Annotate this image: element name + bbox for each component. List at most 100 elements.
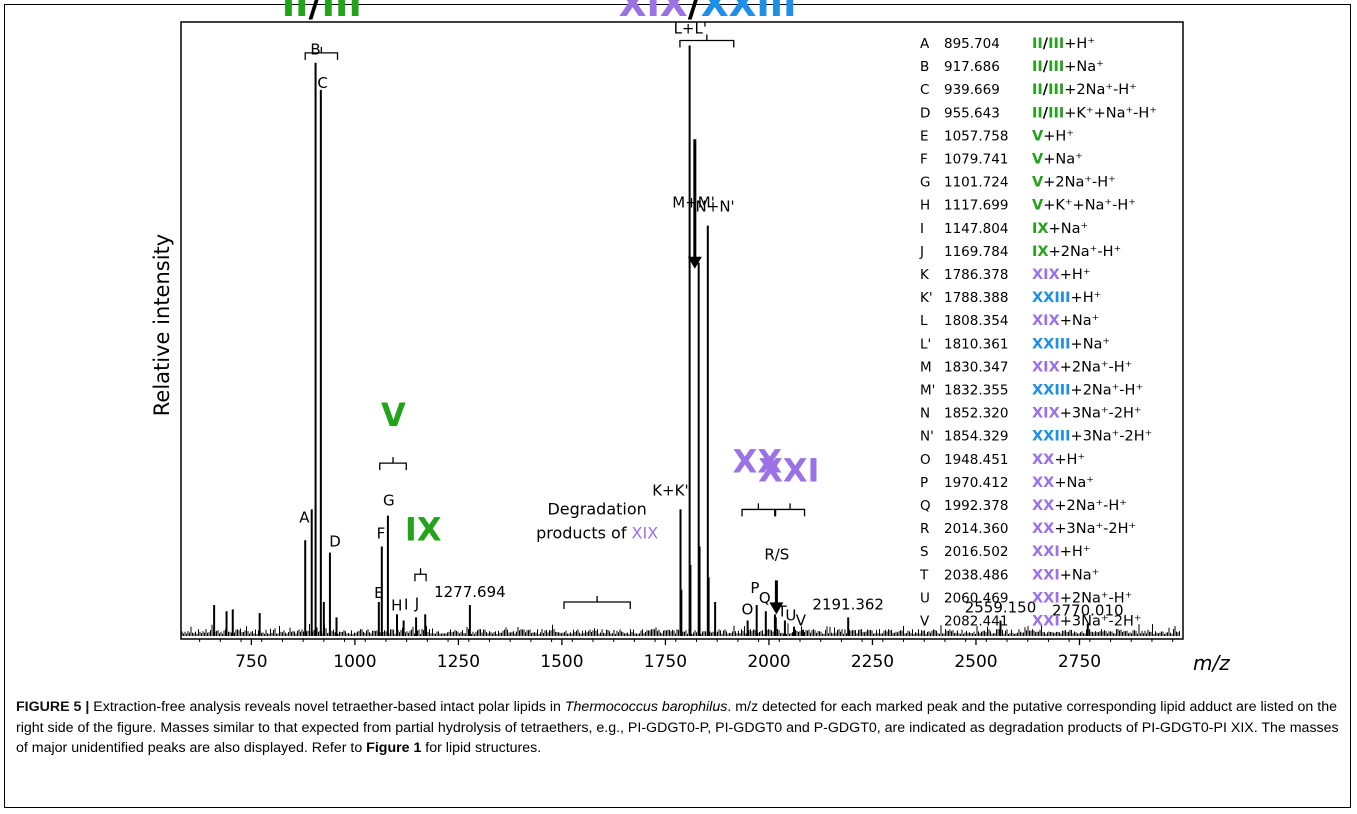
legend-adduct-18: XXIII+3Na⁺-2H⁺	[1032, 429, 1152, 445]
group-label-ii-iii: II/III	[282, 0, 362, 25]
peak-label-3: C	[317, 74, 327, 92]
legend-key-15: M	[920, 359, 932, 375]
legend-adduct-15: XIX+2Na⁺-H⁺	[1032, 359, 1132, 375]
peak-label-15: N+N'	[696, 198, 735, 216]
legend-adduct-25: XXI+2Na⁺-H⁺	[1032, 590, 1132, 606]
legend-adduct-10: IX+2Na⁺-H⁺	[1032, 244, 1121, 260]
legend-mass-22: 2014.360	[944, 521, 1008, 537]
legend-mass-17: 1852.320	[944, 406, 1008, 422]
legend-key-10: J	[919, 244, 924, 260]
caption-species: Thermococcus barophilus	[564, 699, 728, 715]
legend-mass-14: 1810.361	[944, 336, 1008, 352]
x-tick-label-2500: 2500	[954, 652, 997, 672]
legend-mass-23: 2016.502	[944, 544, 1008, 560]
legend-key-6: F	[920, 152, 928, 168]
plot-frame	[180, 21, 1184, 640]
legend-key-4: D	[920, 105, 930, 121]
peak-label-23: 2191.362	[812, 595, 884, 613]
legend-adduct-22: XX+3Na⁺-2H⁺	[1032, 521, 1136, 537]
caption-figure-ref: Figure 1	[366, 740, 422, 756]
legend-adduct-14: XXIII+Na⁺	[1032, 336, 1110, 352]
legend-adduct-6: V+Na⁺	[1032, 152, 1083, 168]
peak-label-6: F	[377, 524, 386, 542]
legend-adduct-11: XIX+H⁺	[1032, 267, 1090, 283]
legend-mass-3: 939.669	[944, 82, 1000, 98]
peak-label-19: R/S	[764, 545, 789, 563]
legend-key-24: T	[919, 567, 929, 583]
legend-adduct-17: XIX+3Na⁺-2H⁺	[1032, 406, 1142, 422]
legend-adduct-19: XX+H⁺	[1032, 452, 1085, 468]
peak-label-2: B	[310, 41, 320, 59]
legend-adduct-20: XX+Na⁺	[1032, 475, 1094, 491]
peak-label-22: V	[796, 612, 807, 630]
caption-text-1: Extraction-free analysis reveals novel t…	[89, 699, 565, 715]
legend-adduct-7: V+2Na⁺-H⁺	[1032, 175, 1116, 191]
legend-key-18: N'	[920, 429, 934, 445]
legend-key-20: P	[920, 475, 928, 491]
x-tick-label-1500: 1500	[540, 652, 583, 672]
mass-spectrum-chart: 750 1000 1250 1500 1750 2000 2250 2500 2750 m/z Re…	[150, 0, 1230, 675]
legend-mass-26: 2082.441	[944, 614, 1008, 630]
peak-label-9: I	[404, 595, 408, 613]
legend-adduct-8: V+K⁺+Na⁺-H⁺	[1032, 198, 1136, 214]
figure-caption: FIGURE 5 | Extraction-free analysis reve…	[16, 697, 1344, 759]
legend-adduct-9: IX+Na⁺	[1032, 221, 1088, 237]
x-tick-label-1000: 1000	[333, 652, 376, 672]
peak-label-25: 2770.010	[1052, 602, 1124, 620]
legend-key-9: I	[920, 221, 924, 237]
peak-label-12: K+K'	[652, 481, 688, 499]
peak-label-17: P	[750, 579, 759, 597]
legend-key-2: B	[920, 59, 929, 75]
arrow-m-head	[687, 256, 702, 269]
bracket-xix-xxiii	[679, 34, 735, 48]
legend-key-22: R	[920, 521, 929, 537]
legend-key-26: V	[920, 614, 930, 630]
legend-mass-25: 2060.469	[944, 590, 1008, 606]
legend-mass-21: 1992.378	[944, 498, 1008, 514]
legend-mass-8: 1117.699	[944, 198, 1008, 214]
group-label-ix: IX	[405, 510, 442, 548]
group-label-xx: XX	[733, 442, 783, 480]
legend-key-16: M'	[920, 383, 935, 399]
legend-adduct-2: II/III+Na⁺	[1032, 59, 1104, 75]
legend-mass-12: 1788.388	[944, 290, 1008, 306]
legend-key-13: L	[920, 313, 928, 329]
legend-adduct-24: XXI+Na⁺	[1032, 567, 1099, 583]
y-axis-title: Relative intensity	[150, 234, 174, 416]
legend-key-19: O	[920, 452, 931, 468]
legend-adduct-3: II/III+2Na⁺-H⁺	[1032, 82, 1137, 98]
group-label-v: V	[381, 396, 406, 434]
legend-key-11: K	[920, 267, 930, 283]
peak-label-18: Q	[759, 589, 771, 607]
peak-label-16: O	[742, 600, 754, 618]
peak-label-13: L+L'	[674, 19, 707, 37]
peak-label-1: A	[299, 508, 310, 526]
legend-mass-1: 895.704	[944, 36, 1000, 52]
legend-key-7: G	[920, 175, 930, 191]
legend-mass-18: 1854.329	[944, 429, 1008, 445]
legend-adduct-1: II/III+H⁺	[1032, 36, 1095, 52]
legend-key-25: U	[920, 590, 930, 606]
legend-mass-6: 1079.741	[944, 152, 1008, 168]
legend-mass-16: 1832.355	[944, 383, 1008, 399]
x-tick-label-750: 750	[235, 652, 267, 672]
peak-label-14: M+M'	[672, 194, 715, 212]
bracket-xx	[741, 503, 776, 517]
legend-key-3: C	[920, 82, 929, 98]
x-tick-label-1250: 1250	[437, 652, 480, 672]
legend-mass-10: 1169.784	[944, 244, 1008, 260]
peak-label-11: 1277.694	[434, 583, 506, 601]
legend-key-21: Q	[920, 498, 931, 514]
legend-key-23: S	[920, 544, 929, 560]
legend-adduct-4: II/III+K⁺+Na⁺-H⁺	[1032, 105, 1157, 121]
legend-mass-9: 1147.804	[944, 221, 1008, 237]
bracket-xxi	[774, 503, 806, 517]
peak-label-10: J	[414, 594, 419, 612]
peak-label-4: D	[329, 533, 341, 551]
arrow-rs-head	[769, 602, 784, 615]
degradation-label-line2: products of XIX	[536, 523, 658, 542]
peak-label-21: U	[785, 607, 796, 625]
group-label-xix-xxiii: XIX/XXIII	[619, 0, 797, 25]
legend-adduct-5: V+H⁺	[1032, 128, 1074, 144]
legend-adduct-23: XXI+H⁺	[1032, 544, 1090, 560]
